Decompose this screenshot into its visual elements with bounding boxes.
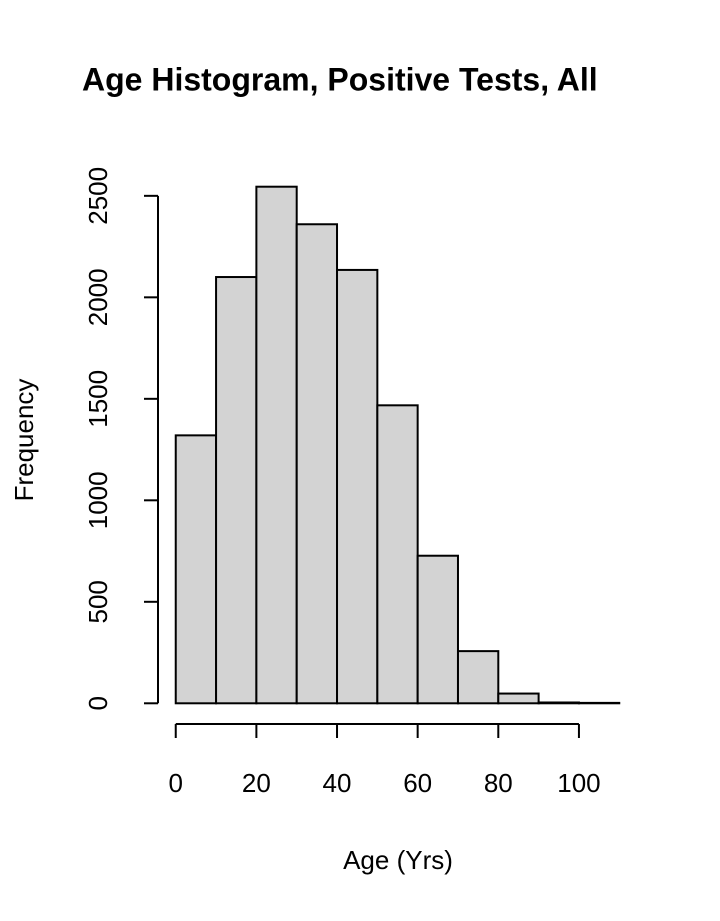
x-tick-label: 40 (323, 768, 352, 798)
y-axis-label: Frequency (9, 379, 39, 502)
y-tick-label: 1500 (83, 370, 113, 428)
x-tick-label: 80 (484, 768, 513, 798)
bar (416, 554, 459, 705)
y-tick-label: 2000 (83, 268, 113, 326)
x-tick-label: 20 (242, 768, 271, 798)
x-tick-label: 0 (169, 768, 183, 798)
chart-title: Age Histogram, Positive Tests, All (82, 61, 598, 97)
y-tick-label: 1000 (83, 471, 113, 529)
bar (215, 276, 258, 705)
y-tick-label: 500 (83, 580, 113, 623)
bar (174, 434, 218, 705)
bar (537, 701, 580, 705)
x-tick-label: 100 (557, 768, 600, 798)
bar (497, 692, 540, 705)
bar (456, 650, 500, 705)
bar (376, 404, 419, 705)
x-axis-label: Age (Yrs) (343, 845, 453, 875)
x-tick-label: 60 (403, 768, 432, 798)
bar (336, 268, 379, 705)
y-tick-label: 2500 (83, 167, 113, 225)
bar (295, 223, 339, 705)
bar (255, 185, 298, 705)
y-tick-label: 0 (83, 696, 113, 710)
